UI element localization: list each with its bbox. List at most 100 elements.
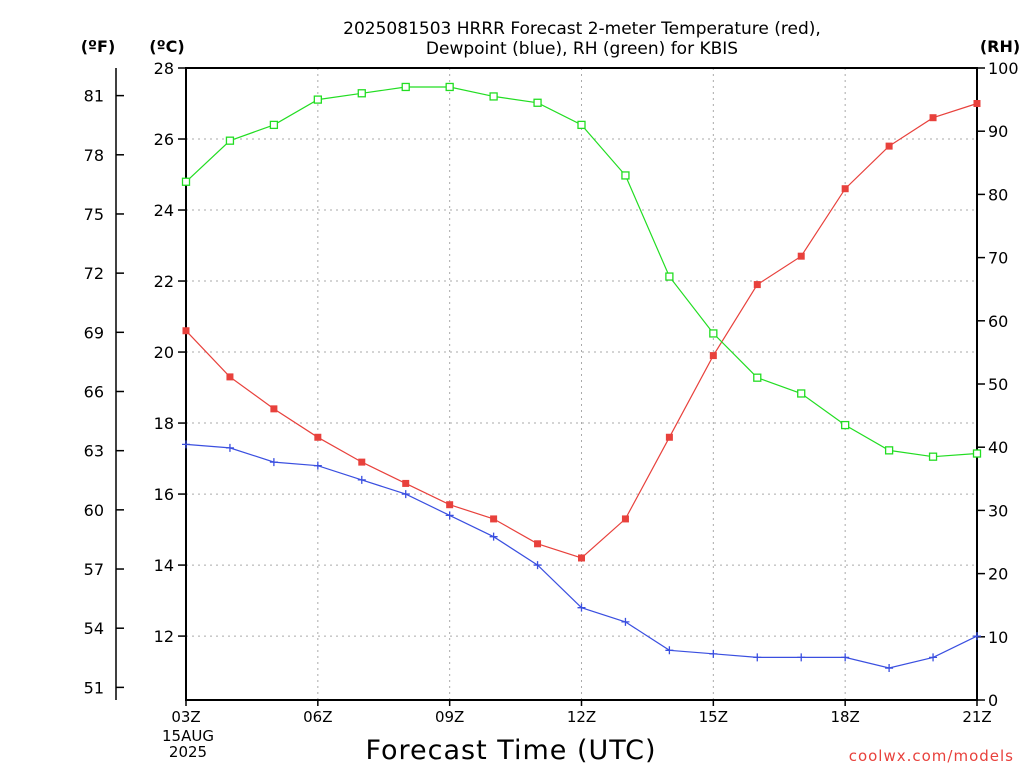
celsius-tick-label: 24 bbox=[154, 201, 174, 220]
chart-title-line1: 2025081503 HRRR Forecast 2-meter Tempera… bbox=[343, 19, 821, 39]
dewpoint-point bbox=[665, 646, 674, 655]
fahrenheit-tick-label: 51 bbox=[84, 678, 104, 697]
rh-point bbox=[665, 272, 674, 281]
dewpoint-point bbox=[182, 440, 190, 449]
watermark: coolwx.com/models bbox=[849, 747, 1014, 765]
fahrenheit-tick-label: 72 bbox=[84, 264, 104, 283]
x-axis-label: Forecast Time (UTC) bbox=[365, 735, 656, 766]
celsius-tick-label: 14 bbox=[154, 556, 174, 575]
chart-title-line2: Dewpoint (blue), RH (green) for KBIS bbox=[426, 39, 738, 59]
x-tick-label: 15Z bbox=[699, 708, 728, 726]
rh-point bbox=[928, 452, 938, 461]
rh-tick-label: 80 bbox=[988, 185, 1008, 204]
celsius-tick-label: 20 bbox=[154, 343, 174, 362]
temperature-point bbox=[490, 515, 498, 523]
rh-point bbox=[225, 136, 235, 145]
x-tick-label: 06Z bbox=[303, 708, 332, 726]
dewpoint-point bbox=[973, 632, 981, 641]
rh-point bbox=[401, 82, 410, 92]
rh-tick-label: 0 bbox=[988, 691, 998, 710]
x-tick-label: 09Z bbox=[435, 708, 464, 726]
temperature-point bbox=[314, 433, 322, 441]
temperature-point bbox=[270, 405, 278, 413]
rh-point bbox=[621, 171, 630, 180]
rh-axis-unit: (RH) bbox=[980, 37, 1020, 56]
date-line1: 15AUG bbox=[162, 727, 214, 745]
dewpoint-point bbox=[445, 511, 454, 520]
rh-tick-label: 10 bbox=[988, 628, 1008, 647]
rh-point bbox=[753, 373, 762, 382]
dewpoint-point bbox=[753, 653, 762, 662]
celsius-tick-label: 28 bbox=[154, 59, 174, 78]
temperature-point bbox=[182, 327, 190, 335]
axes: 03Z 06Z 09Z 12Z 15Z 18Z 21Z 12 14 16 18 20 22 24 26 28 5… bbox=[84, 59, 1019, 726]
dewpoint-point bbox=[313, 461, 322, 470]
temperature-point bbox=[709, 352, 717, 360]
x-tick-label: 18Z bbox=[830, 708, 859, 726]
rh-line bbox=[185, 86, 978, 458]
dewpoint-point bbox=[577, 603, 586, 612]
rh-point bbox=[445, 82, 454, 92]
temperature-point bbox=[578, 554, 585, 562]
temperature-point bbox=[753, 281, 761, 289]
series-layer bbox=[181, 82, 982, 673]
temperature-point bbox=[973, 100, 981, 108]
dewpoint-point bbox=[269, 458, 278, 467]
rh-point bbox=[841, 420, 850, 430]
temperature-point bbox=[358, 458, 366, 466]
fahrenheit-tick-label: 63 bbox=[84, 442, 104, 461]
temperature-point bbox=[841, 185, 849, 193]
fahrenheit-axis-unit: (ºF) bbox=[81, 37, 116, 56]
dewpoint-point bbox=[621, 617, 630, 626]
rh-tick-label: 100 bbox=[988, 59, 1019, 78]
dewpoint-point bbox=[489, 532, 498, 541]
temperature-point bbox=[402, 479, 410, 487]
dewpoint-point bbox=[401, 490, 410, 499]
temperature-point bbox=[534, 540, 542, 548]
temperature-point bbox=[665, 433, 673, 441]
x-tick-label: 03Z bbox=[171, 708, 200, 726]
fahrenheit-tick-label: 69 bbox=[84, 323, 104, 342]
rh-tick-label: 60 bbox=[988, 312, 1008, 331]
rh-point bbox=[797, 389, 806, 398]
fahrenheit-tick-label: 54 bbox=[84, 619, 104, 638]
fahrenheit-tick-label: 66 bbox=[84, 382, 104, 401]
rh-tick-label: 70 bbox=[988, 249, 1008, 268]
temperature-point bbox=[446, 501, 454, 509]
rh-point bbox=[709, 329, 718, 338]
celsius-tick-label: 12 bbox=[154, 627, 174, 646]
fahrenheit-tick-label: 75 bbox=[84, 205, 104, 224]
rh-tick-label: 40 bbox=[988, 438, 1008, 457]
rh-tick-label: 50 bbox=[988, 375, 1008, 394]
rh-point bbox=[357, 89, 366, 98]
rh-point bbox=[181, 177, 191, 186]
fahrenheit-tick-label: 78 bbox=[84, 146, 104, 165]
temperature-point bbox=[929, 114, 937, 122]
celsius-tick-label: 26 bbox=[154, 130, 174, 149]
temperature-point bbox=[797, 252, 805, 260]
rh-tick-label: 30 bbox=[988, 501, 1008, 520]
dewpoint-point bbox=[929, 653, 938, 662]
fahrenheit-tick-label: 60 bbox=[84, 501, 104, 520]
rh-point bbox=[313, 95, 322, 104]
celsius-axis-unit: (ºC) bbox=[149, 37, 184, 56]
plot-frame bbox=[185, 67, 978, 701]
dewpoint-point bbox=[797, 653, 806, 662]
celsius-tick-label: 16 bbox=[154, 485, 174, 504]
date-line2: 2025 bbox=[169, 743, 207, 761]
dewpoint-point bbox=[841, 653, 850, 662]
rh-point bbox=[533, 98, 542, 107]
rh-tick-label: 20 bbox=[988, 565, 1008, 584]
temperature-point bbox=[885, 142, 893, 150]
rh-tick-label: 90 bbox=[988, 122, 1008, 141]
celsius-tick-label: 18 bbox=[154, 414, 174, 433]
dewpoint-point bbox=[709, 649, 718, 658]
rh-point bbox=[972, 449, 982, 458]
fahrenheit-tick-label: 81 bbox=[84, 87, 104, 106]
dewpoint-point bbox=[533, 561, 542, 570]
celsius-tick-label: 22 bbox=[154, 272, 174, 291]
dewpoint-point bbox=[357, 475, 366, 484]
x-tick-label: 21Z bbox=[962, 708, 991, 726]
rh-point bbox=[884, 446, 894, 455]
